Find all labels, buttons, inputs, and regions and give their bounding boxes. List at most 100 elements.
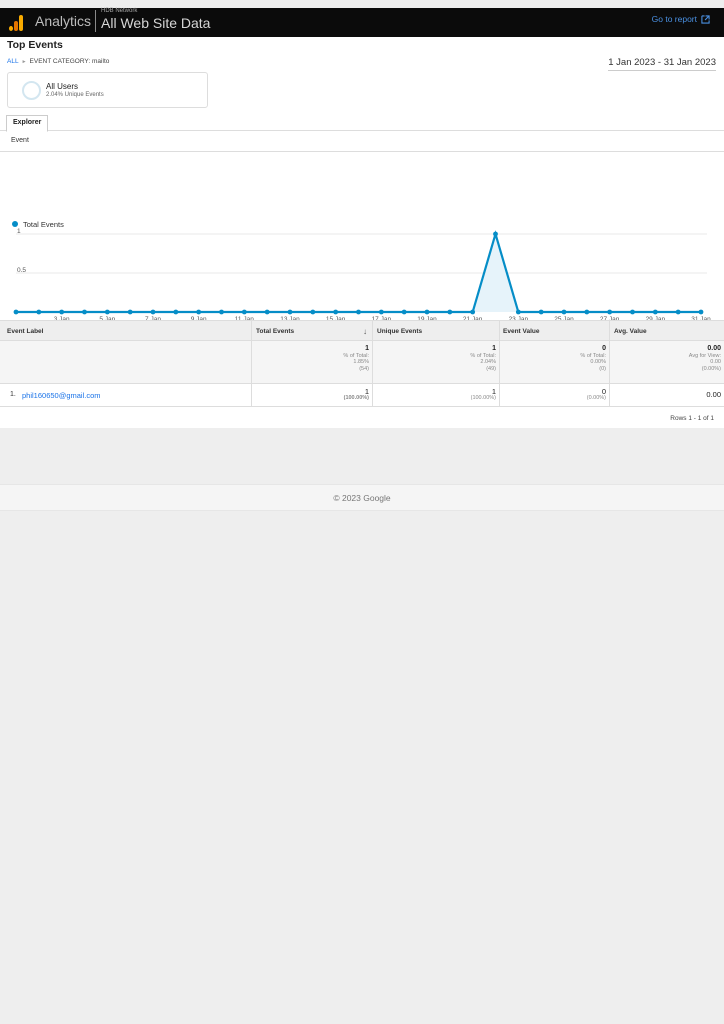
avg-value-percent: (0.00%)	[701, 365, 721, 372]
data-point	[675, 309, 681, 315]
segment-ring-icon	[22, 81, 41, 100]
top-bar: Analytics HDB Network All Web Site Data …	[0, 8, 724, 37]
segment-name: All Users	[46, 82, 79, 91]
tab-explorer[interactable]: Explorer	[6, 115, 49, 132]
subtab-event[interactable]: Event	[11, 137, 29, 144]
x-tick-label: 21 Jan	[463, 316, 483, 323]
unique-value: 1	[492, 345, 496, 352]
pagination-info: Rows 1 - 1 of 1	[670, 415, 714, 422]
open-in-new-icon	[701, 14, 710, 24]
column-divider	[251, 384, 252, 407]
data-point	[104, 309, 110, 315]
footer: © 2023 Google	[0, 484, 724, 511]
data-point	[401, 309, 407, 315]
totals-row: 1 % of Total: 1.85% (54) 1 % of Total: 2…	[0, 341, 724, 384]
column-header-total-events[interactable]: Total Events	[256, 328, 295, 335]
app-name: Analytics	[35, 13, 92, 29]
x-tick-label: 9 Jan	[191, 316, 207, 323]
column-header-avg-value[interactable]: Avg. Value	[614, 328, 647, 335]
data-point	[59, 309, 65, 315]
explorer-subtabs: Event	[0, 132, 724, 152]
unique-events-cell: 1 (100.00%)	[373, 388, 496, 402]
data-point	[538, 309, 544, 315]
event-value-cell: 0 (0.00%)	[500, 388, 606, 402]
total-events-summary: 1 % of Total: 1.85% (54)	[252, 345, 369, 372]
x-tick-label: 13 Jan	[280, 316, 300, 323]
column-header-event-value[interactable]: Event Value	[503, 328, 540, 335]
column-divider	[251, 321, 252, 342]
column-divider	[609, 341, 610, 384]
data-point	[447, 309, 453, 315]
column-divider	[499, 321, 500, 342]
total-value: 1	[365, 345, 369, 352]
column-divider	[372, 321, 373, 342]
breadcrumb-all-link[interactable]: ALL	[7, 58, 19, 65]
event-value-caption: % of Total:	[580, 352, 606, 359]
data-point	[36, 309, 42, 315]
line-chart: 1 0.5 Total Events... 3 Jan 5 Jan 7 Jan 9 Jan 1…	[0, 153, 724, 323]
data-point	[652, 309, 658, 315]
x-tick-label: 3 Jan	[54, 316, 70, 323]
data-point	[241, 309, 247, 315]
data-point	[219, 309, 224, 315]
x-tick-label: 25 Jan	[554, 316, 574, 323]
x-tick-label: 7 Jan	[145, 316, 161, 323]
breadcrumb-current: EVENT CATEGORY: mailto	[29, 58, 110, 65]
data-point	[470, 309, 476, 315]
data-point	[607, 309, 613, 315]
unique-count: (49)	[486, 365, 496, 372]
data-point	[630, 309, 635, 315]
date-range-picker[interactable]: 1 Jan 2023 - 31 Jan 2023	[608, 57, 716, 71]
row-total-percent: (100.00%)	[343, 395, 369, 401]
x-tick-label: 27 Jan	[600, 316, 620, 323]
event-value-percent: 0.00%	[590, 359, 606, 365]
x-tick-label: 29 Jan	[646, 316, 666, 323]
data-point	[127, 309, 133, 315]
row-avg-value: 0.00	[706, 390, 721, 399]
row-unique-percent: (100.00%)	[470, 395, 496, 401]
data-point	[150, 309, 156, 315]
avg-value-summary: 0.00 Avg for View: 0.00 (0.00%)	[610, 345, 721, 372]
row-unique-value: 1	[491, 387, 496, 396]
segment-detail: 2.04% Unique Events	[46, 92, 104, 98]
avg-value-cell: 0.00	[610, 390, 721, 399]
row-event-value: 0	[601, 387, 606, 396]
account-name[interactable]: HDB Network	[101, 8, 138, 14]
data-point	[13, 309, 19, 315]
analytics-logo-icon[interactable]	[9, 14, 24, 31]
x-tick-label: 11 Jan	[235, 316, 254, 323]
y-tick-label: 0.5	[17, 267, 26, 274]
column-divider	[372, 341, 373, 384]
x-tick-label: 15 Jan	[326, 316, 346, 323]
data-point	[561, 309, 567, 315]
legend-label: Total Events	[23, 220, 64, 229]
data-point	[515, 309, 521, 315]
go-to-report-link[interactable]: Go to report	[652, 14, 710, 24]
data-point	[173, 309, 179, 315]
segment-card[interactable]: All Users 2.04% Unique Events	[7, 72, 208, 108]
unique-percent: 2.04%	[480, 359, 496, 365]
breadcrumb-arrow-icon: ►	[21, 58, 27, 65]
column-header-event-label[interactable]: Event Label	[7, 328, 44, 335]
table-row: 1. phil160650@gmail.com 1 (100.00%) 1 (1…	[0, 384, 724, 407]
go-to-report-label: Go to report	[651, 14, 697, 24]
data-point	[356, 309, 361, 315]
avg-value-caption: Avg for View:	[688, 352, 721, 359]
row-total-value: 1	[364, 387, 369, 396]
column-divider	[609, 384, 610, 407]
total-percent: 1.85%	[353, 359, 369, 365]
total-count: (54)	[359, 365, 369, 372]
column-header-unique-events[interactable]: Unique Events	[377, 328, 423, 335]
column-divider	[372, 384, 373, 407]
data-point	[378, 309, 384, 315]
event-label-link[interactable]: phil160650@gmail.com	[22, 391, 101, 400]
copyright-text: © 2023 Google	[333, 493, 391, 503]
column-divider	[251, 341, 252, 384]
event-value-summary: 0 % of Total: 0.00% (0)	[500, 345, 606, 372]
x-tick-label: 19 Jan	[417, 316, 437, 323]
x-tick-label: 17 Jan	[372, 316, 392, 323]
arrow-down-icon[interactable]: ↓	[363, 327, 367, 336]
property-selector[interactable]: All Web Site Data	[101, 15, 211, 31]
avg-value-number: 0.00	[710, 359, 721, 365]
report-tabs: Explorer	[0, 115, 724, 132]
